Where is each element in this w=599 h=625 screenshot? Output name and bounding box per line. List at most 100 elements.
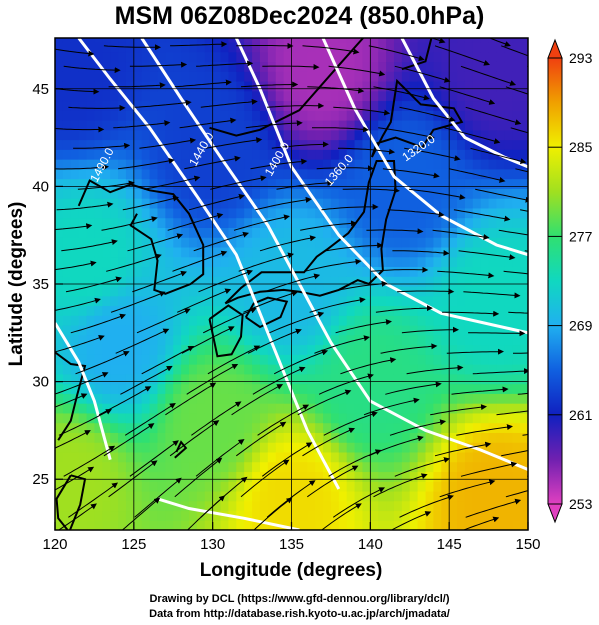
heat-cell — [94, 461, 103, 473]
heat-cell — [110, 90, 119, 102]
heat-cell — [62, 364, 72, 375]
streamline — [63, 445, 116, 477]
x-tick-label: 130 — [200, 536, 225, 553]
heat-cell — [441, 373, 450, 385]
heat-cell — [370, 432, 379, 443]
heat-cell — [386, 149, 395, 160]
heat-cell — [330, 256, 340, 268]
heat-cell — [86, 246, 96, 258]
heat-cell — [480, 471, 490, 482]
heat-cell — [55, 80, 64, 92]
heat-cell — [338, 129, 348, 141]
heat-cell — [86, 442, 96, 453]
heat-cell — [504, 129, 513, 141]
heat-cell — [212, 110, 222, 121]
heat-cell — [354, 305, 364, 316]
heat-cell — [62, 315, 72, 326]
heat-cell — [157, 373, 166, 385]
heat-cell — [259, 334, 269, 346]
streamline — [399, 106, 456, 123]
heat-cell — [480, 237, 490, 248]
heat-cell — [55, 364, 64, 375]
heat-cell — [346, 461, 356, 473]
heat-cell — [283, 432, 293, 443]
heat-cell — [354, 237, 364, 248]
heat-cell — [362, 168, 371, 180]
heat-cell — [370, 461, 379, 473]
streamline — [243, 290, 299, 313]
heat-cell — [496, 139, 505, 150]
heat-cell — [378, 364, 387, 375]
heat-cell — [496, 471, 505, 482]
heat-cell — [457, 520, 466, 530]
heat-cell — [149, 217, 159, 228]
heat-cell — [512, 334, 521, 346]
heat-cell — [362, 334, 371, 346]
heat-cell — [291, 159, 300, 170]
heat-cell — [433, 168, 442, 180]
streamline — [124, 403, 176, 436]
heat-cell — [480, 129, 490, 141]
heat-cell — [393, 412, 403, 424]
heat-cell — [472, 383, 482, 394]
streamline — [259, 235, 317, 252]
heat-cell — [323, 100, 332, 111]
heat-cell — [409, 100, 419, 111]
heat-cell — [149, 61, 159, 72]
heat-cell — [94, 432, 103, 443]
heat-cell — [472, 461, 482, 473]
heat-cell — [55, 38, 64, 43]
heat-cell — [520, 80, 528, 92]
heat-cell — [472, 110, 482, 121]
heat-cell — [157, 305, 166, 316]
heat-cell — [118, 334, 127, 346]
heat-cell — [472, 266, 482, 277]
heat-cell — [220, 354, 230, 365]
heat-cell — [520, 481, 528, 492]
heat-cell — [472, 500, 482, 512]
heat-cell — [220, 412, 230, 424]
heat-cell — [165, 198, 174, 209]
heat-cell — [449, 276, 458, 287]
heat-cell — [62, 80, 72, 92]
heat-cell — [464, 149, 474, 160]
heat-cell — [125, 207, 135, 219]
streamline — [56, 201, 114, 211]
heat-cell — [299, 237, 308, 248]
coastline — [55, 351, 87, 441]
heat-cell — [70, 71, 80, 82]
heat-cell — [283, 90, 293, 102]
heat-cell — [86, 344, 96, 355]
heat-cell — [189, 178, 198, 189]
heat-cell — [323, 500, 332, 512]
heat-cell — [393, 41, 403, 53]
heat-cell — [228, 403, 237, 414]
heat-cell — [283, 139, 293, 150]
heat-cell — [370, 237, 379, 248]
heat-cell — [520, 227, 528, 238]
heat-cell — [449, 207, 458, 219]
heat-cell — [362, 432, 371, 443]
heat-cell — [157, 383, 166, 394]
heat-cell — [94, 120, 103, 131]
heat-cell — [55, 510, 64, 521]
heat-cell — [457, 159, 466, 170]
heat-cell — [196, 364, 206, 375]
heat-cell — [102, 325, 111, 336]
heat-cell — [457, 315, 466, 326]
heat-cell — [118, 168, 127, 180]
heat-cell — [299, 305, 308, 316]
heat-cell — [236, 393, 245, 404]
heat-cell — [86, 188, 96, 199]
heat-cell — [118, 100, 127, 111]
heat-cell — [330, 38, 340, 43]
heat-cell — [110, 432, 119, 443]
heat-cell — [449, 442, 458, 453]
heat-cell — [165, 383, 174, 394]
heat-cell — [291, 344, 300, 355]
heat-cell — [354, 442, 364, 453]
heat-cell — [346, 354, 356, 365]
streamline — [113, 120, 171, 129]
heat-cell — [441, 51, 450, 63]
